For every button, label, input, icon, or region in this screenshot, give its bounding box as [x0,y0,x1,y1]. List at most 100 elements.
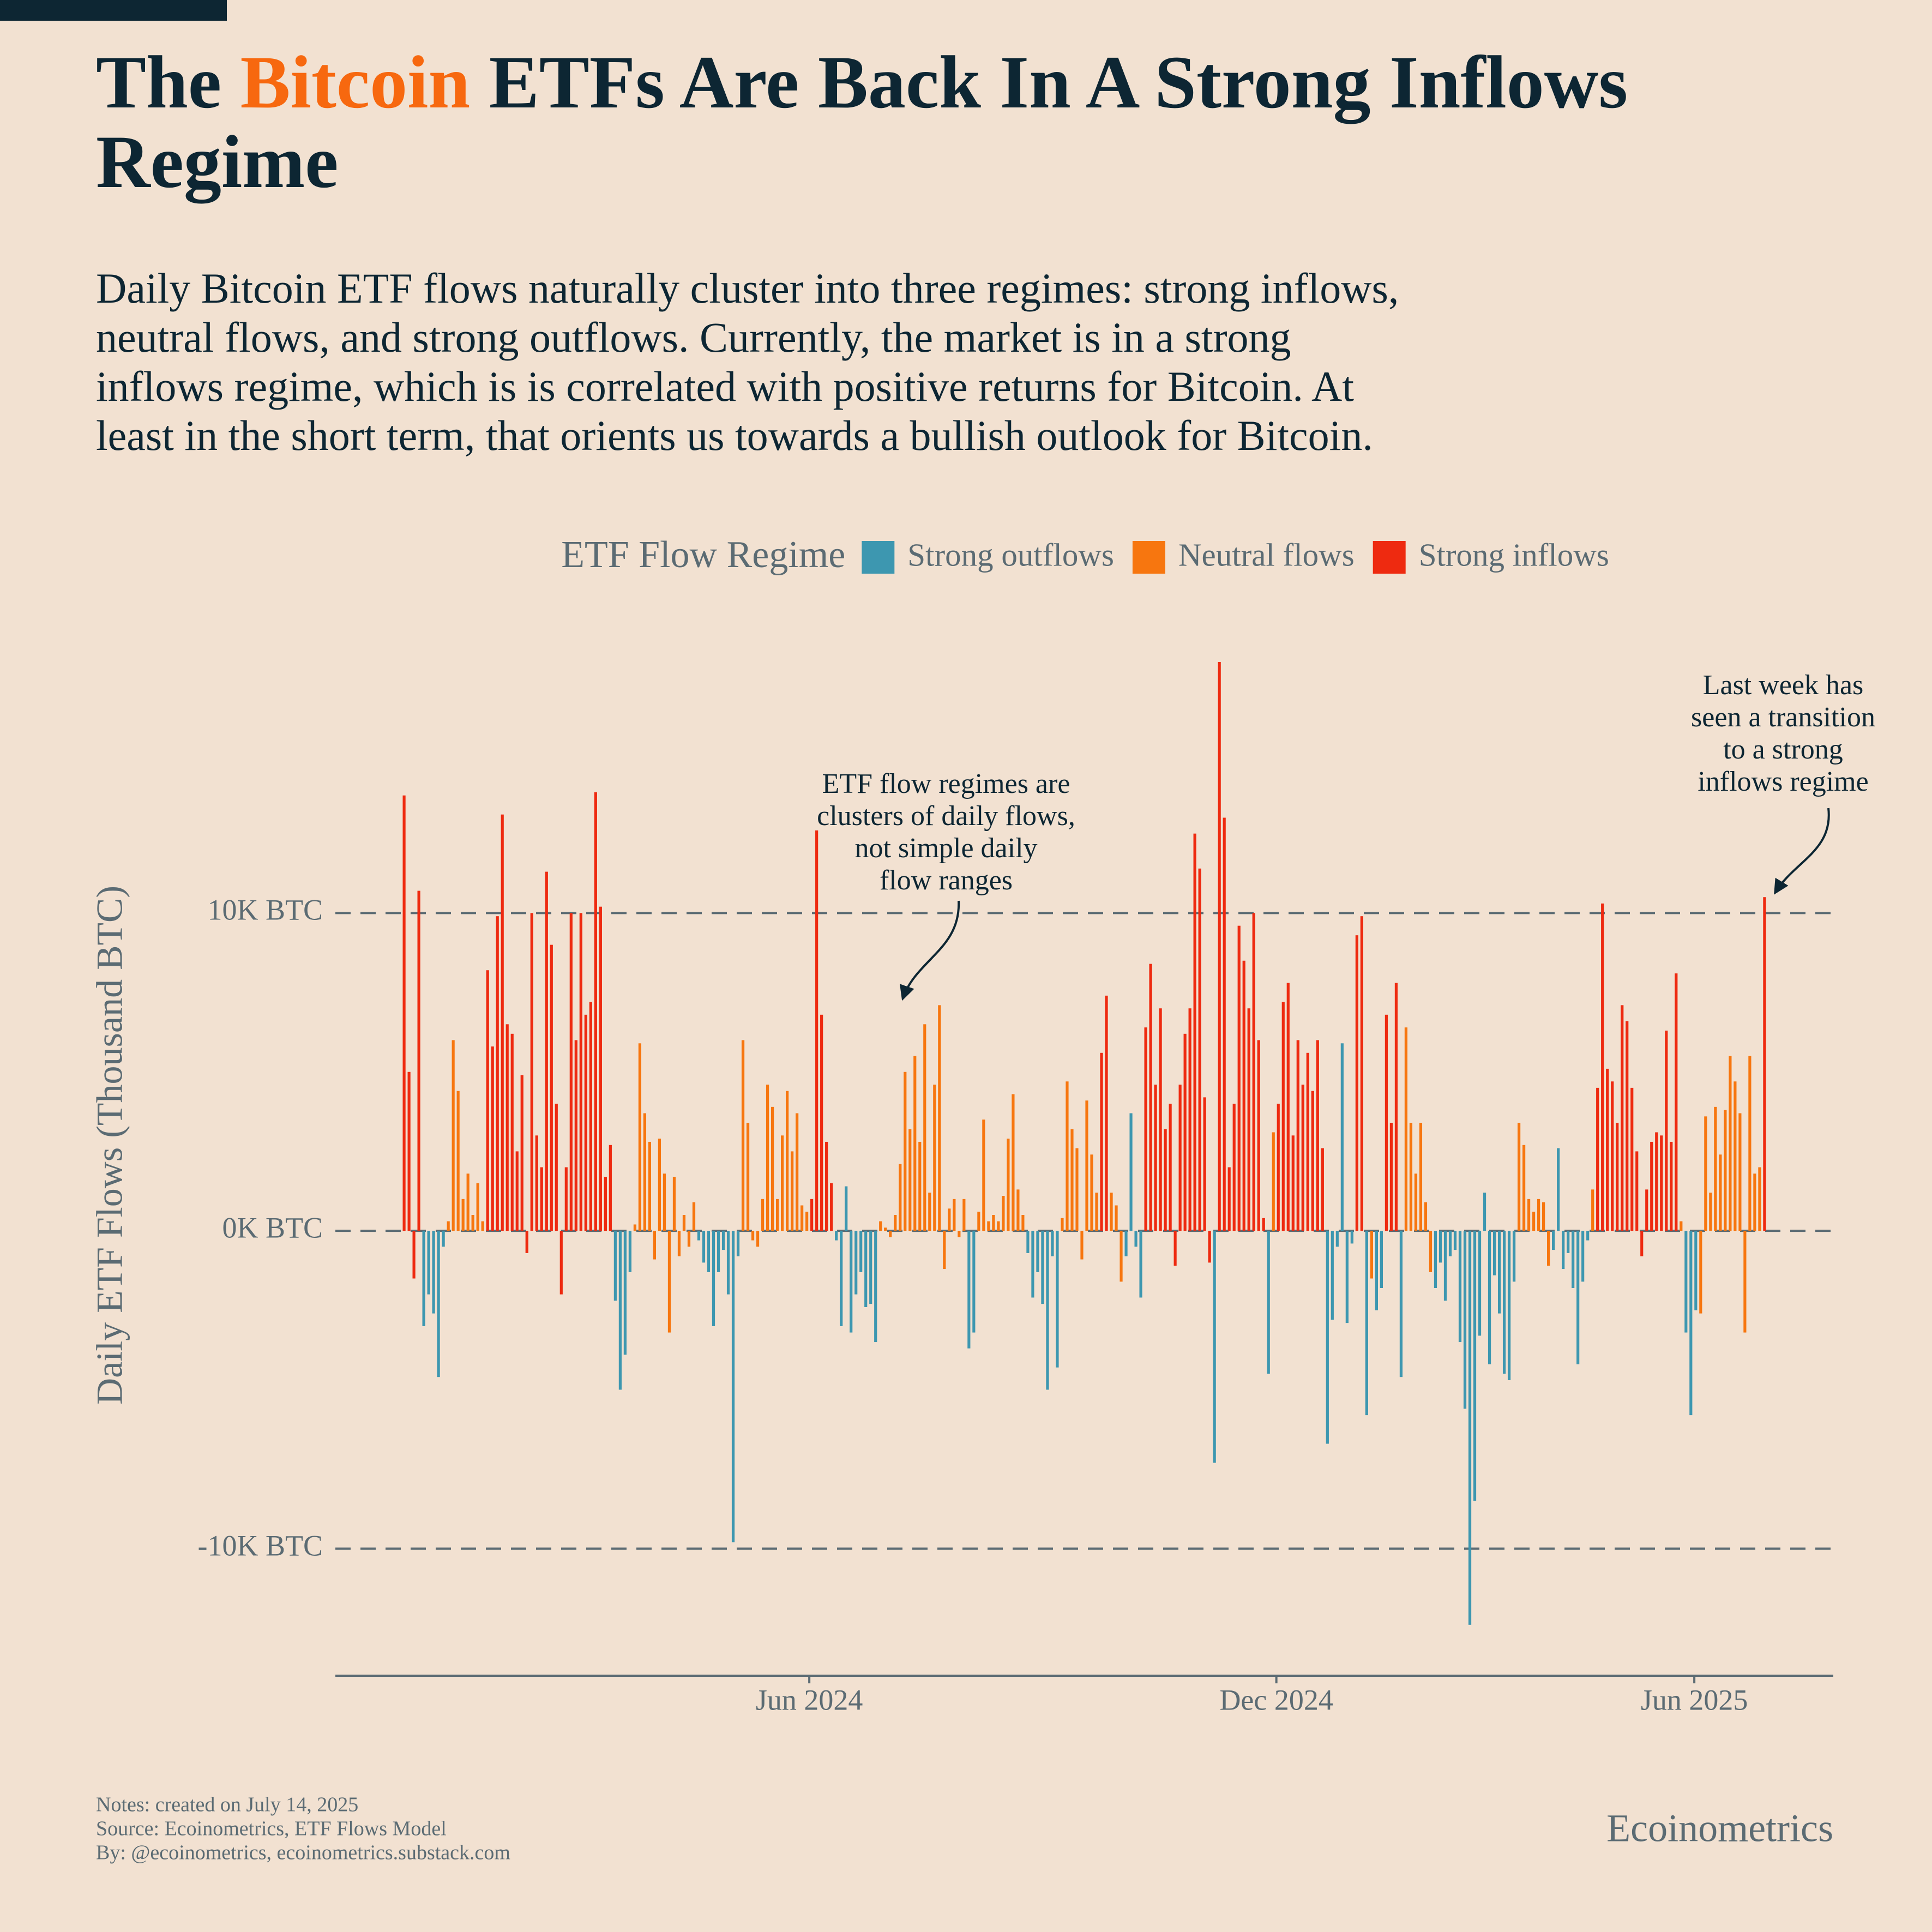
bar [1105,995,1108,1231]
bar [1355,935,1358,1231]
bar [869,1231,872,1304]
bar [692,1202,696,1231]
bar [1375,1231,1378,1310]
bar [1601,903,1604,1231]
bar [461,1199,465,1231]
bar [1227,1167,1231,1231]
bar [1007,1139,1010,1231]
bar [697,1231,701,1241]
bar [1066,1081,1069,1231]
bar [1738,1113,1742,1231]
y-axis-title: Daily ETF Flows (Thousand BTC) [89,886,130,1405]
bar [972,1231,976,1333]
bar [726,1231,730,1295]
bar [1223,817,1226,1231]
bar [456,1091,460,1231]
bar [1242,960,1245,1231]
bar [1021,1214,1025,1231]
x-tick-label: Jun 2025 [1641,1683,1748,1716]
footer-note: Source: Ecoinometrics, ETF Flows Model [96,1817,447,1840]
bar [1492,1231,1496,1275]
bar [505,1024,509,1231]
subtitle-line: least in the short term, that orients us… [96,412,1373,459]
bar [771,1106,774,1231]
bar [1080,1231,1084,1260]
bar [1115,1205,1118,1231]
bar [962,1199,966,1231]
bar [653,1231,657,1260]
bar [1257,1040,1260,1231]
legend-label: Neutral flows [1178,537,1355,573]
bar [1335,1231,1339,1247]
brand: Ecoinometrics [1606,1807,1833,1850]
bar [1650,1141,1653,1231]
bar [854,1231,858,1295]
annotation-line: flow ranges [880,865,1013,896]
bar [997,1221,1000,1231]
bar [1567,1231,1570,1253]
bar [1547,1231,1550,1266]
bar [658,1139,661,1231]
bar [1557,1148,1560,1231]
bar [628,1231,631,1272]
bar [1164,1129,1167,1231]
bar [1675,973,1678,1231]
bar [486,970,489,1231]
bar [780,1135,784,1231]
bar [1281,1002,1285,1231]
bar [1591,1189,1594,1231]
bar [682,1214,686,1231]
bar [584,1014,587,1231]
bar [501,814,504,1231]
bar [967,1231,971,1349]
x-tick-label: Jun 2024 [756,1683,863,1716]
bar [1345,1231,1349,1323]
bar [1665,1030,1668,1231]
bar [1100,1052,1103,1231]
bar [1272,1132,1275,1231]
bar [899,1164,902,1231]
bar [1655,1132,1658,1231]
bar [687,1231,691,1247]
bar [1237,925,1241,1231]
bar [1056,1231,1059,1368]
bar [775,1199,779,1231]
y-tick-label: -10K BTC [198,1529,323,1562]
bar [1267,1231,1270,1374]
bar [953,1199,956,1231]
bar [1070,1129,1074,1231]
bar [427,1231,430,1295]
bar [820,1014,823,1231]
bar [938,1005,941,1231]
bar [1380,1231,1383,1289]
bar [442,1231,445,1247]
bar [1286,983,1290,1231]
bar [594,792,597,1231]
bar [1051,1231,1054,1256]
bar [746,1122,750,1231]
bar [1458,1231,1462,1343]
bar [801,1205,804,1231]
bar [1041,1231,1044,1304]
subtitle-line: inflows regime, which is is correlated w… [96,363,1355,410]
bar [1306,1052,1309,1231]
bar [1512,1231,1516,1282]
bar [643,1113,647,1231]
legend: ETF Flow Regime Strong outflows Neutral fl… [561,534,1609,576]
bar [1277,1104,1280,1231]
title-lead: The [96,40,222,124]
bar [579,913,582,1231]
bar [496,916,499,1231]
annotation-line: to a strong [1723,734,1843,765]
bar [1532,1212,1536,1231]
annotation-arrow [1774,808,1830,895]
bar [407,1072,411,1231]
bar [1689,1231,1693,1416]
bar [992,1214,995,1231]
bar [1316,1040,1319,1231]
legend-label: Strong outflows [907,537,1114,573]
bar [540,1167,543,1231]
bar [633,1224,636,1231]
